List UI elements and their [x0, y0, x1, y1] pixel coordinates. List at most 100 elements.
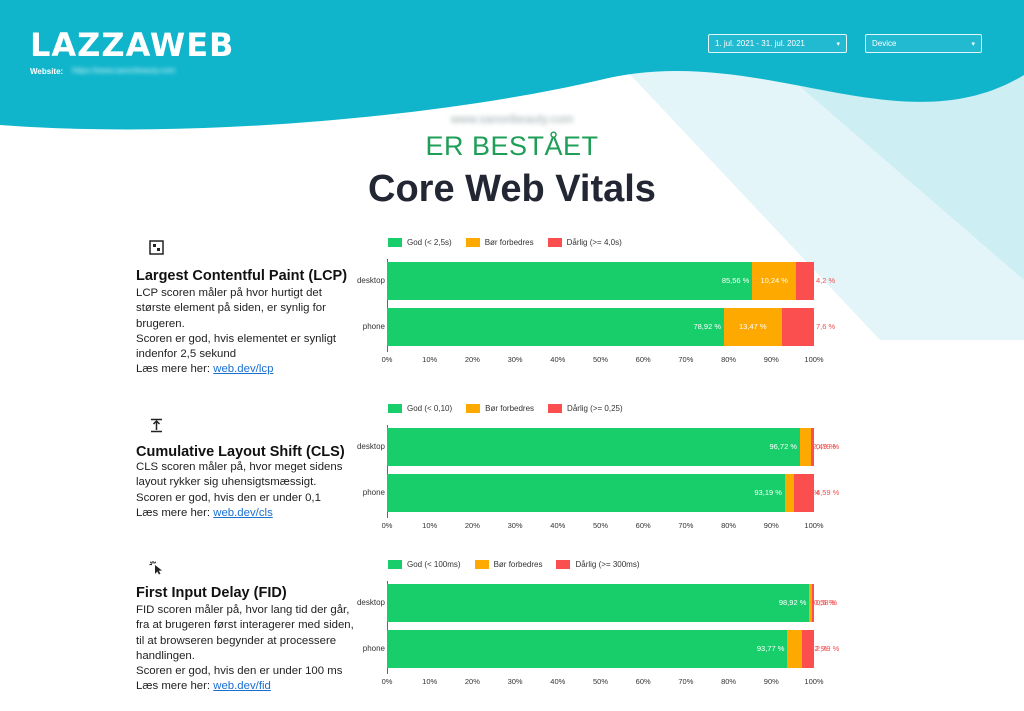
description-line: til at browseren begynder at processere	[136, 634, 337, 647]
legend-item: God (< 100ms)	[388, 560, 461, 569]
legend-item: Bør forbedres	[474, 560, 543, 569]
bar-segment	[787, 630, 802, 668]
y-axis-line	[387, 259, 388, 352]
stacked-bar-phone: 93,77 % 3,42 % 2,79 %	[387, 630, 839, 668]
legend-item: God (< 2,5s)	[388, 238, 452, 247]
x-tick-label: 80%	[721, 355, 737, 364]
x-tick-label: 80%	[721, 677, 737, 686]
largest-contentful-paint-icon	[147, 240, 165, 259]
x-tick-label: 50%	[592, 677, 609, 686]
stacked-bar-desktop: 85,56 % 10,24 % 4,2 %	[387, 262, 835, 300]
description-line: største element på siden, er synlig for	[136, 302, 326, 315]
header-wave-background	[0, 0, 1024, 340]
y-axis-line	[387, 425, 388, 518]
x-tick-label: 20%	[464, 677, 480, 686]
x-tick-label: 90%	[763, 677, 779, 686]
cumulative-layout-shift-icon	[147, 418, 165, 437]
data-label: 98,92 %	[778, 598, 807, 607]
bar-segment	[781, 308, 814, 346]
chart-legend: God (< 2,5s) Bør forbedres Dårlig (>= 4,…	[388, 238, 622, 247]
metric-title: Largest Contentful Paint (LCP)	[136, 268, 348, 284]
legend-label: Bør forbedres	[493, 560, 543, 569]
stacked-bar-desktop: 96,72 % 2,49 % 0,79 %	[387, 428, 839, 466]
legend-item: Dårlig (>= 0,25)	[548, 404, 623, 413]
fid-stacked-bar-chart: desktop 98,92 % 0,58 % 0,5 % phone 93,77 % 3,4…	[355, 581, 839, 691]
status-heading: ER BESTÅET	[425, 131, 599, 161]
chart-legend: God (< 0,10) Bør forbedres Dårlig (>= 0,…	[388, 404, 623, 413]
read-more-link[interactable]: web.dev/cls	[213, 506, 273, 519]
bar-segment	[796, 262, 814, 300]
legend-swatch	[388, 404, 402, 413]
date-range-value: 1. jul. 2021 - 31. jul. 2021	[715, 39, 805, 48]
legend-label: God (< 100ms)	[407, 560, 461, 569]
legend-label: Dårlig (>= 4,0s)	[566, 238, 622, 247]
data-label: 0,58 %	[813, 598, 838, 607]
bar-segment	[794, 474, 814, 512]
x-tick-label: 30%	[507, 521, 523, 530]
bar-segment	[784, 474, 795, 512]
legend-label: Dårlig (>= 300ms)	[575, 560, 640, 569]
category-label: phone	[362, 488, 385, 497]
legend-label: God (< 0,10)	[407, 404, 453, 413]
y-axis-line	[387, 581, 388, 674]
x-tick-label: 30%	[507, 355, 523, 364]
bar-segment	[802, 630, 814, 668]
data-label: 93,77 %	[756, 644, 785, 653]
read-more: Læs mere her: web.dev/cls	[136, 506, 356, 521]
bar-segment	[387, 584, 810, 622]
legend-label: God (< 2,5s)	[407, 238, 452, 247]
legend-swatch	[388, 238, 402, 247]
x-tick-label: 0%	[381, 521, 393, 530]
x-tick-label: 50%	[592, 355, 609, 364]
description-line: LCP scoren måler på hvor hurtigt det	[136, 287, 322, 299]
legend-swatch	[548, 404, 563, 413]
bar-segment	[723, 308, 782, 346]
legend-swatch	[474, 560, 489, 569]
x-tick-label: 40%	[550, 521, 566, 530]
category-label: phone	[362, 644, 385, 653]
legend-swatch	[388, 560, 402, 569]
metric-title: First Input Delay (FID)	[136, 585, 287, 601]
bar-segment	[387, 474, 785, 512]
bar-segment	[387, 308, 724, 346]
x-tick-label: 40%	[550, 355, 566, 364]
x-tick-label: 10%	[422, 355, 438, 364]
read-more-link[interactable]: web.dev/fid	[213, 680, 271, 693]
site-url: www.sanoribeauty.com	[450, 112, 574, 126]
data-label: 3,42 %	[804, 644, 828, 653]
website-value: https://www.sanoriteauty.com	[72, 66, 176, 75]
description-line: indenfor 2,5 sekund	[136, 348, 237, 361]
lcp-stacked-bar-chart: desktop 85,56 % 10,24 % 4,2 % phone 78,92 % 13…	[355, 259, 835, 369]
x-tick-label: 100%	[804, 521, 824, 530]
description-line: layout rykker sig uhensigtsmæssigt.	[136, 476, 317, 489]
legend-item: Dårlig (>= 4,0s)	[547, 238, 622, 247]
bar-segment	[811, 584, 814, 622]
x-tick-label: 30%	[507, 677, 523, 686]
description-line: handlingen.	[136, 649, 195, 662]
device-selector[interactable]: Device ▾	[865, 34, 982, 53]
description-line: fra at brugeren først interagerer med si…	[136, 619, 354, 632]
legend-swatch	[547, 238, 562, 247]
x-tick-label: 0%	[381, 677, 393, 686]
bar-segment	[387, 262, 753, 300]
metric-description: FID scoren måler på, hvor lang tid der g…	[136, 603, 356, 695]
metric-description: CLS scoren måler på, hvor meget sidens l…	[136, 460, 356, 521]
description-line: Scoren er god, hvis den er under 100 ms	[136, 665, 343, 678]
x-tick-label: 60%	[635, 521, 651, 530]
chevron-down-icon: ▾	[971, 40, 975, 48]
legend-swatch	[465, 238, 480, 247]
bar-segment	[752, 262, 797, 300]
x-tick-label: 60%	[635, 355, 651, 364]
data-label: 96,72 %	[769, 442, 797, 451]
data-label: 0,79 %	[816, 442, 840, 451]
page-title: Core Web Vitals	[368, 168, 656, 210]
data-label: 13,47 %	[738, 322, 767, 331]
x-tick-label: 10%	[422, 677, 438, 686]
x-tick-label: 40%	[550, 677, 566, 686]
read-more-link[interactable]: web.dev/lcp	[213, 363, 274, 376]
first-input-delay-icon	[147, 560, 165, 579]
description-line: Scoren er god, hvis den er under 0,1	[136, 491, 321, 504]
date-range-selector[interactable]: 1. jul. 2021 - 31. jul. 2021 ▾	[708, 34, 847, 53]
x-tick-label: 20%	[464, 521, 480, 530]
